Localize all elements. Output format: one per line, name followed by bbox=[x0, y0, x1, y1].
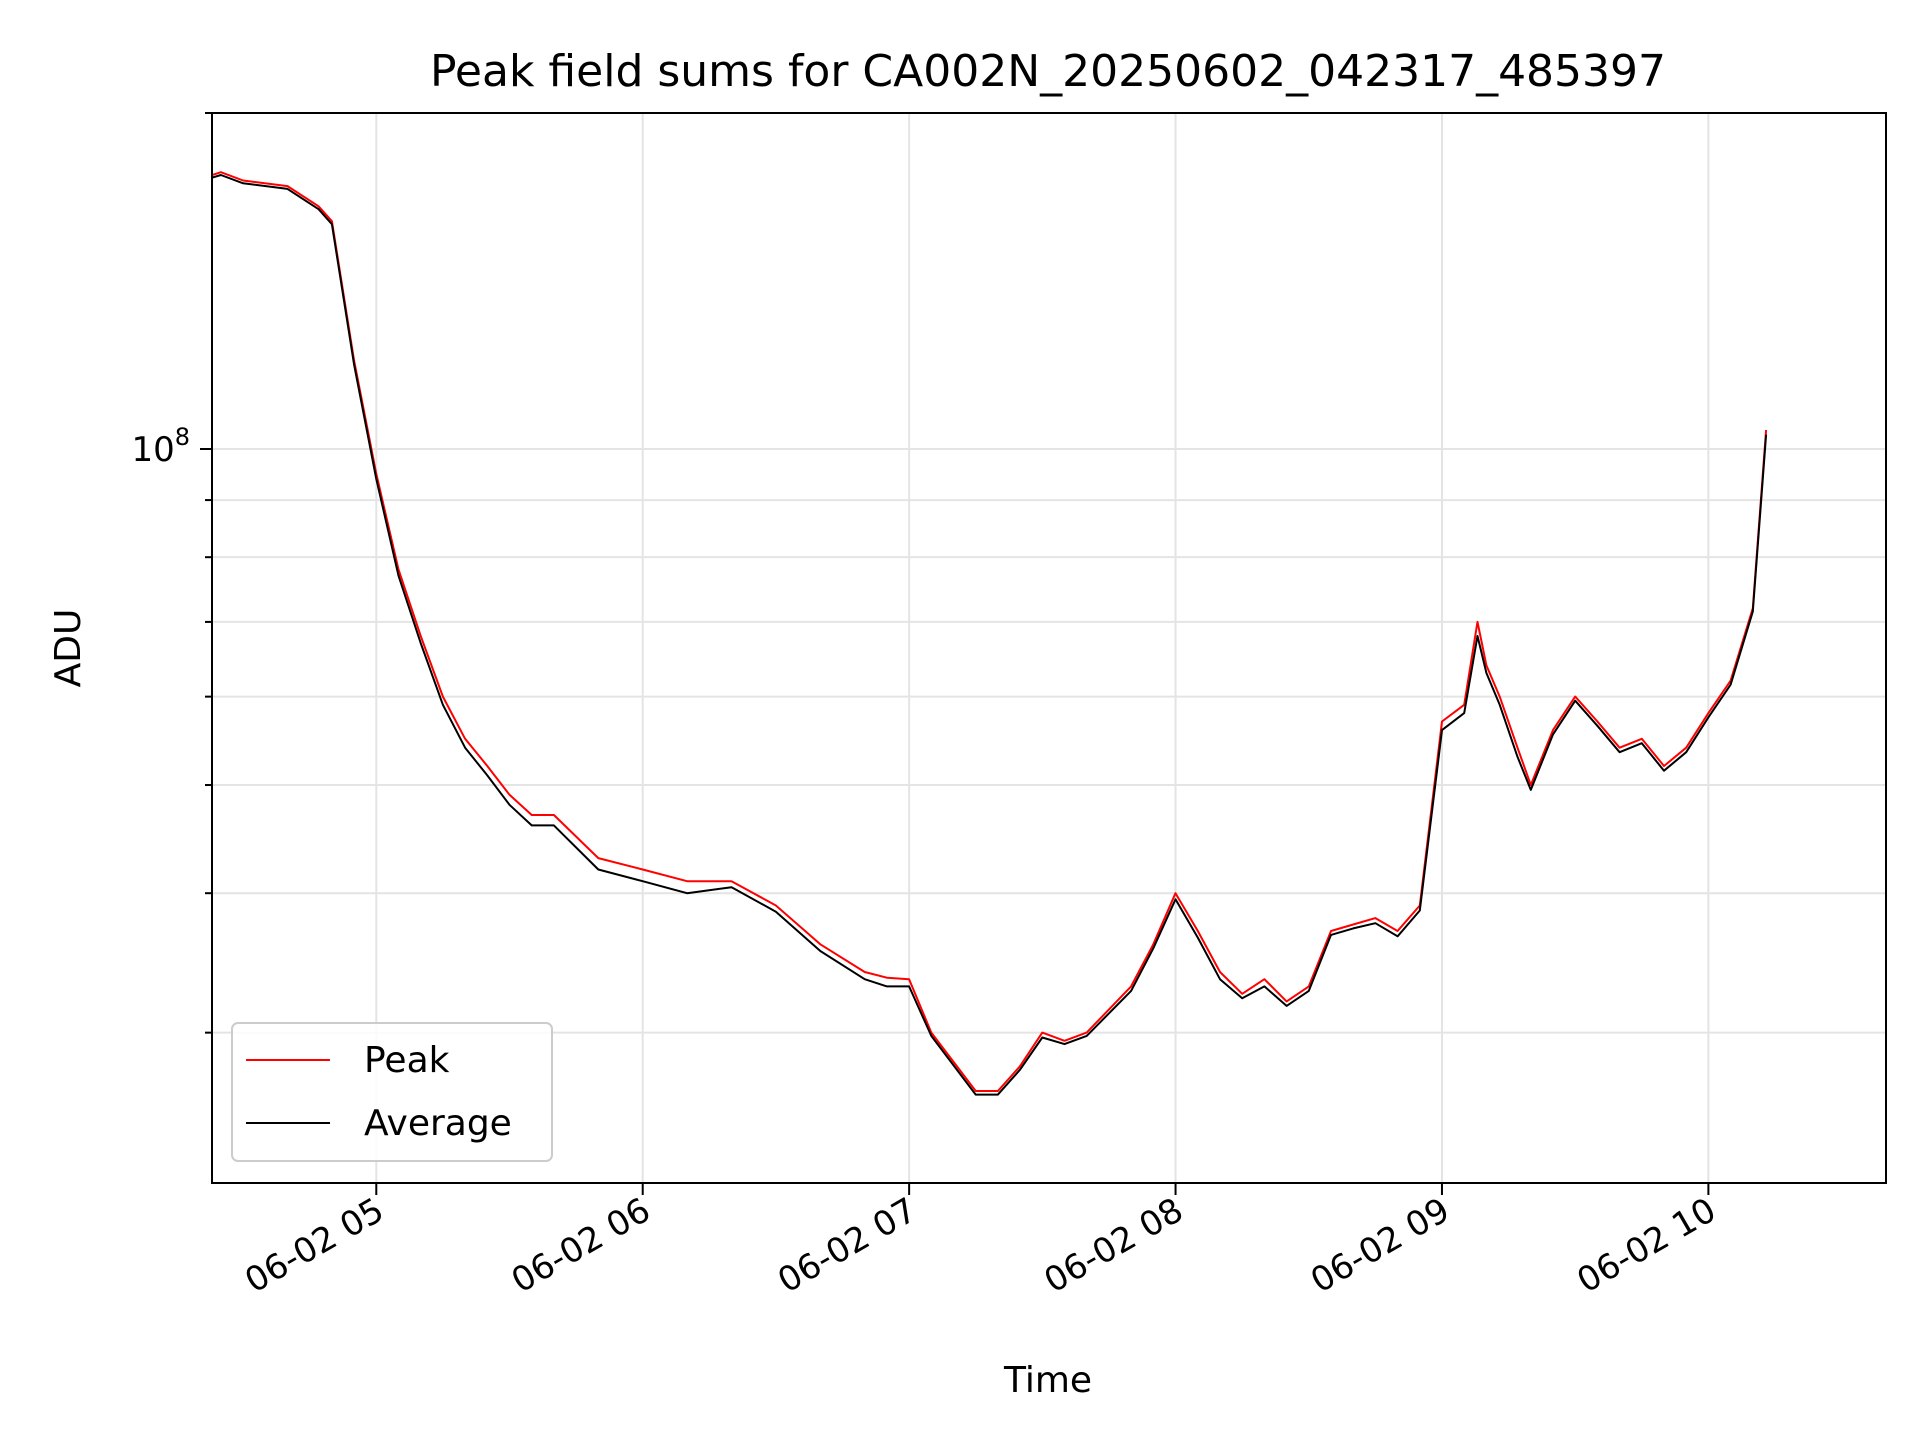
legend-label-peak: Peak bbox=[364, 1040, 450, 1081]
chart-title: Peak field sums for CA002N_20250602_0423… bbox=[430, 46, 1666, 97]
legend-label-average: Average bbox=[364, 1103, 512, 1144]
series-lines bbox=[212, 171, 1768, 1096]
legend: Peak Average bbox=[231, 1022, 553, 1162]
series-line-average bbox=[212, 174, 1768, 1096]
y-tick-label: 108 bbox=[131, 423, 190, 470]
x-axis-title: Time bbox=[1003, 1360, 1092, 1401]
y-axis-title: ADU bbox=[48, 609, 89, 688]
legend-box bbox=[231, 1022, 553, 1162]
plot-frame bbox=[211, 112, 1887, 1184]
y-tick-exponent: 8 bbox=[175, 423, 190, 451]
grid-lines bbox=[212, 112, 1886, 1183]
y-tick-base: 10 bbox=[131, 430, 174, 470]
series-line-peak bbox=[212, 171, 1768, 1092]
